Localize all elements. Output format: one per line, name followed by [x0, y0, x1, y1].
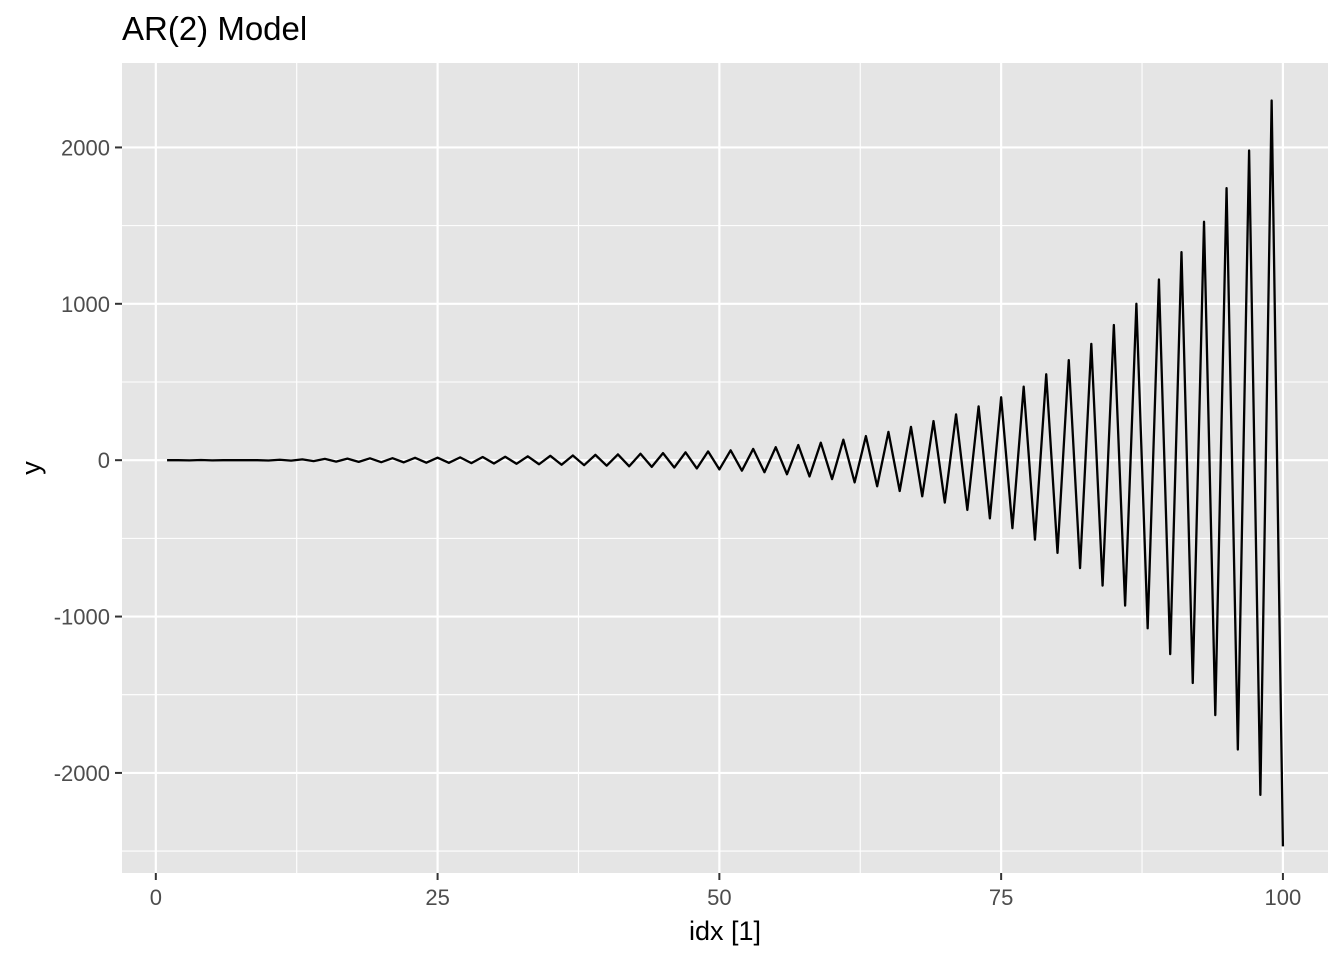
x-axis: 0 25 50 75 100 — [150, 873, 1302, 910]
y-tick-label: 2000 — [61, 135, 110, 160]
y-axis-title: y — [16, 461, 46, 475]
x-tick-label: 50 — [707, 885, 731, 910]
y-tick-label: -1000 — [54, 605, 110, 630]
chart-title: AR(2) Model — [122, 10, 307, 47]
y-tick-label: 0 — [98, 448, 110, 473]
y-axis: -2000 -1000 0 1000 2000 — [54, 135, 122, 786]
y-tick-label: 1000 — [61, 292, 110, 317]
x-tick-label: 100 — [1265, 885, 1302, 910]
series-line — [167, 99, 1285, 847]
x-tick-label: 0 — [150, 885, 162, 910]
x-tick-label: 75 — [989, 885, 1013, 910]
x-axis-title: idx [1] — [689, 916, 761, 946]
y-tick-label: -2000 — [54, 761, 110, 786]
minor-gridlines — [122, 63, 1328, 873]
x-tick-label: 25 — [425, 885, 449, 910]
plot-panel — [122, 63, 1328, 873]
